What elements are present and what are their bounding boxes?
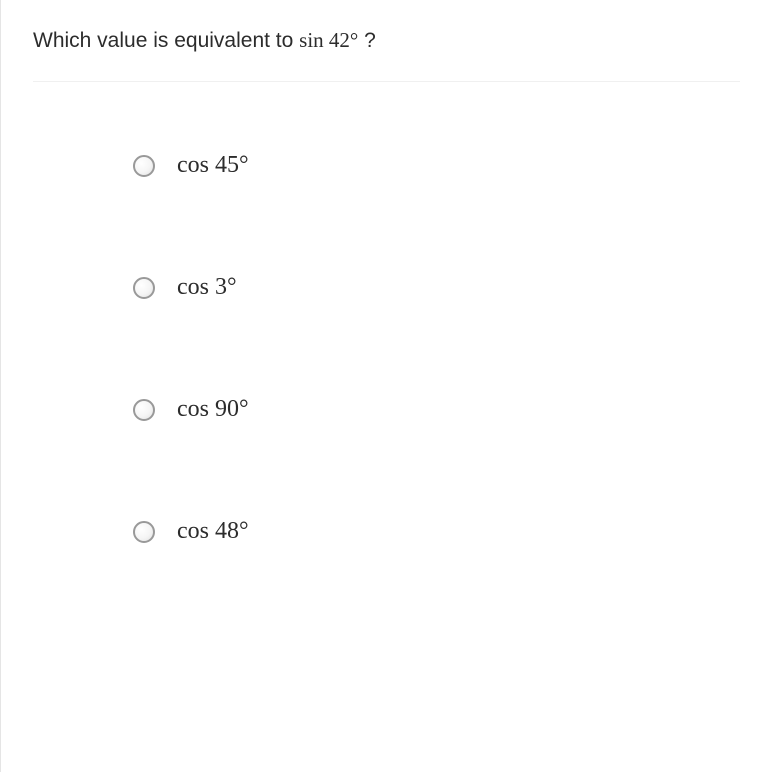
question-container: Which value is equivalent to sin 42° ? c…: [1, 0, 772, 668]
question-prefix: Which value is equivalent to: [33, 29, 299, 52]
question-text: Which value is equivalent to sin 42° ?: [33, 28, 740, 82]
option-arg: 45°: [215, 152, 249, 178]
question-math-fn: sin: [299, 28, 324, 52]
option-label: cos 48°: [177, 518, 249, 545]
radio-button-icon[interactable]: [133, 521, 155, 543]
option-row[interactable]: cos 3°: [133, 274, 740, 301]
option-label: cos 3°: [177, 274, 237, 301]
option-fn: cos: [177, 274, 209, 300]
option-row[interactable]: cos 45°: [133, 152, 740, 179]
option-fn: cos: [177, 396, 209, 422]
option-fn: cos: [177, 152, 209, 178]
options-container: cos 45° cos 3° cos 90° cos 48°: [33, 82, 740, 545]
radio-button-icon[interactable]: [133, 277, 155, 299]
option-fn: cos: [177, 518, 209, 544]
question-math: sin 42°: [299, 28, 358, 52]
option-label: cos 90°: [177, 396, 249, 423]
question-math-arg: 42°: [329, 28, 358, 52]
option-row[interactable]: cos 48°: [133, 518, 740, 545]
option-row[interactable]: cos 90°: [133, 396, 740, 423]
option-label: cos 45°: [177, 152, 249, 179]
question-suffix: ?: [364, 29, 376, 52]
option-arg: 90°: [215, 396, 249, 422]
option-arg: 48°: [215, 518, 249, 544]
radio-button-icon[interactable]: [133, 399, 155, 421]
option-arg: 3°: [215, 274, 237, 300]
radio-button-icon[interactable]: [133, 155, 155, 177]
